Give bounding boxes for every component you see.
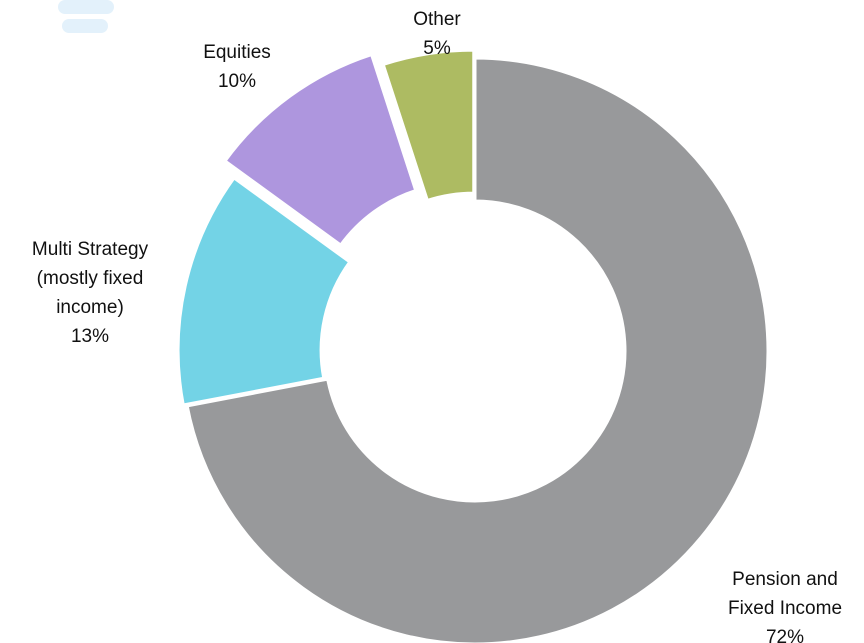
slice-label: Multi Strategy (mostly fixed income) 13% [10,235,170,351]
slice-label: Pension and Fixed Income 72% [710,565,860,643]
category-name: Multi Strategy (mostly fixed income) [31,239,149,318]
category-name: Other [413,9,461,30]
donut-slice [185,56,770,643]
donut-slice [381,48,476,203]
value-label: 10% [217,71,257,92]
slice-label: Equities 10% [177,38,297,96]
slice-label: Other 5% [397,5,477,63]
donut-slice [222,52,418,248]
value-label: 72% [765,627,805,643]
value-label: 5% [423,38,451,59]
app-icon [58,0,114,33]
donut-slice [176,175,352,407]
category-name: Equities [203,42,271,63]
value-label: 13% [70,326,110,347]
category-name: Pension and Fixed Income [727,569,843,619]
